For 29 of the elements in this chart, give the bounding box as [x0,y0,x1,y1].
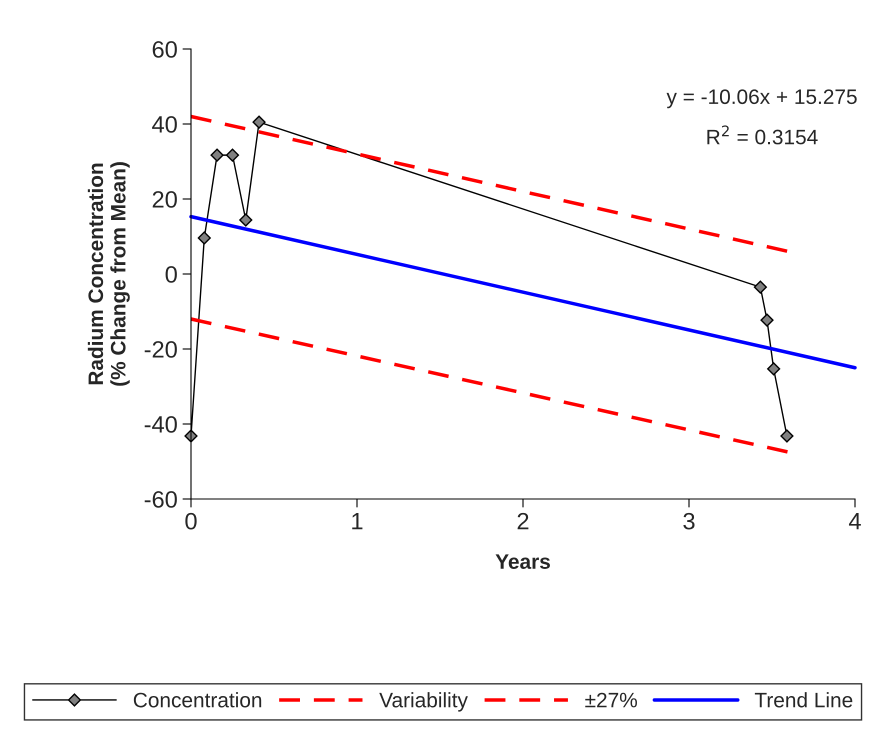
y-tick-label: -20 [144,341,177,358]
annotation: R$^{2}$ = 0.3154 [707,125,818,144]
point [226,148,240,162]
x-tick-label: 4 [848,513,861,530]
y-tick-label: -60 [144,491,177,508]
y-tick-label: 60 [152,41,177,58]
x-axis-title: Years [496,554,550,569]
point [760,314,774,327]
x-tick-label: 0 [185,512,197,530]
legend-label: Variability [379,692,468,712]
y-tick-label: -40 [144,416,177,433]
y-tick-label: 20 [152,191,177,208]
point [210,148,224,162]
point [767,362,780,376]
point [780,429,794,443]
x-tick-label: 1 [352,513,362,530]
legend-label: ±27% [585,692,637,708]
y-tick-label: 0 [166,266,177,283]
point [198,231,211,245]
point [239,213,252,227]
point [754,280,767,294]
y-axis-title: Radium Concentration (% Change from Mean) [88,162,130,386]
x-tick-label: 2 [518,512,528,530]
y-tick-label: 40 [152,116,177,133]
legend-label: Concentration [134,692,262,708]
x-tick-label: 3 [683,512,695,530]
legend-label: Trend Line [754,692,852,708]
annotation: y = -10.06x + 15.275 [666,89,857,108]
point [252,116,266,129]
